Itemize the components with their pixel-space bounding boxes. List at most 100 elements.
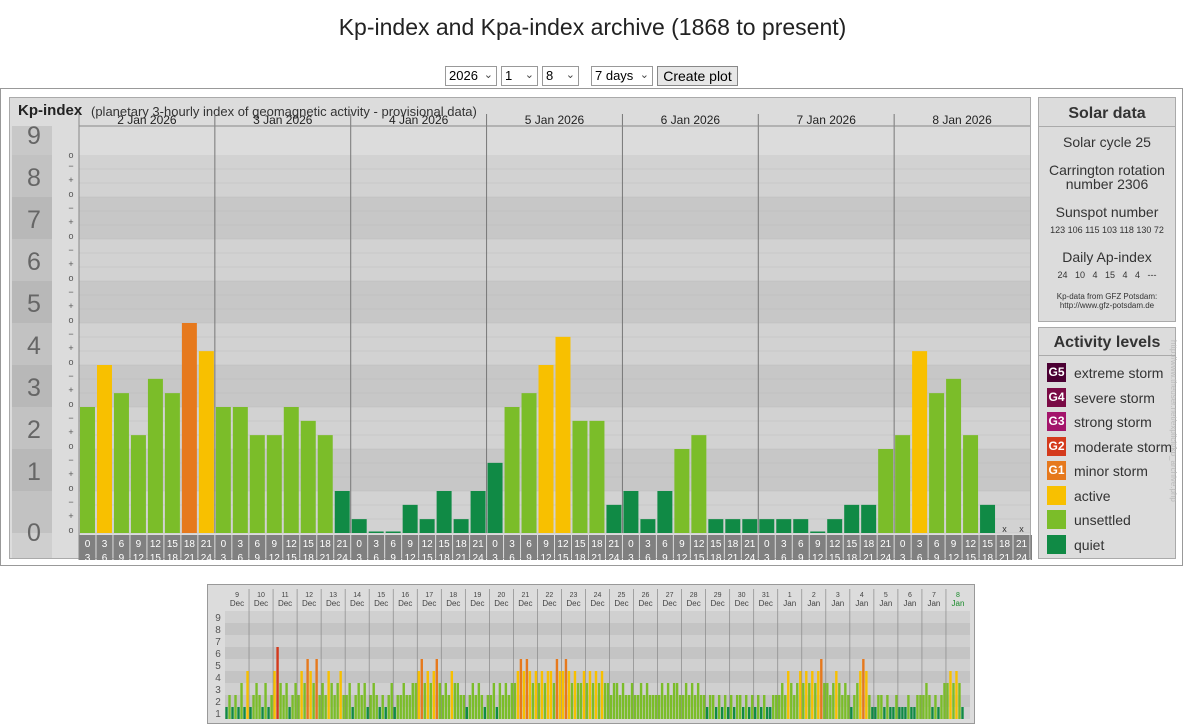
interval-box: [758, 535, 775, 560]
legend-swatch: [1047, 485, 1066, 505]
mini-kp-bar: [886, 695, 889, 719]
mini-day-number: 17: [425, 592, 433, 599]
mini-kp-bar: [609, 695, 613, 719]
y-minor-tick: −: [68, 413, 73, 423]
mini-band: [225, 695, 970, 707]
kp-bar: [317, 435, 333, 533]
mini-kp-bar: [498, 683, 502, 719]
legend-label: moderate storm: [1074, 438, 1173, 455]
y-axis-cell: [12, 533, 52, 558]
y-minor-tick: −: [68, 371, 73, 381]
mini-day-month: Dec: [278, 599, 292, 608]
mini-y-tick: 2: [215, 697, 221, 708]
interval-box: [622, 535, 639, 560]
interval-start-label: 0: [492, 539, 498, 550]
mini-kp-bar: [723, 695, 727, 719]
mini-kp-bar: [751, 695, 754, 719]
mini-day-month: Dec: [662, 599, 676, 608]
interval-box: [232, 535, 249, 560]
kp-bar: [963, 435, 979, 533]
mini-day-number: 26: [642, 592, 650, 599]
legend-item: active: [1047, 485, 1182, 506]
mini-kp-bar: [916, 695, 919, 719]
kp-bar: [691, 435, 707, 533]
mini-kp-bar: [339, 671, 342, 719]
mini-kp-bar: [696, 683, 700, 719]
mini-kp-bar: [318, 695, 321, 719]
mini-kp-bar: [754, 707, 757, 719]
interval-box: [826, 535, 843, 560]
kp-bar: [232, 407, 248, 533]
interval-end-label: 18: [574, 553, 586, 560]
interval-box: [741, 535, 758, 560]
mini-day-number: 3: [836, 592, 840, 599]
mini-day-month: Dec: [735, 599, 749, 608]
mini-kp-bar: [504, 683, 508, 719]
mini-kp-bar: [847, 695, 850, 719]
mini-kp-bar: [922, 695, 925, 719]
source-link[interactable]: http://www.gfz-potsdam.de: [1059, 301, 1155, 310]
mini-kp-bar: [336, 683, 339, 719]
interval-box: [775, 535, 792, 560]
range-select[interactable]: 7 days ⌄: [591, 66, 653, 86]
legend-label: quiet: [1074, 536, 1105, 553]
legend-label: active: [1074, 487, 1111, 504]
day-label: 2 Jan 2026: [117, 113, 177, 127]
mini-kp-bar: [312, 683, 315, 719]
plot-frame: Kp-index (planetary 3-hourly index of ge…: [0, 88, 1183, 566]
interval-end-label: 3: [356, 553, 362, 560]
mini-kp-bar: [267, 707, 270, 719]
mini-day-month: Dec: [542, 599, 556, 608]
mini-kp-bar: [618, 695, 622, 719]
interval-end-label: 21: [456, 553, 468, 560]
mini-kp-bar: [366, 707, 369, 719]
kp-bar: [708, 519, 724, 533]
interval-end-label: 24: [608, 553, 620, 560]
interval-end-label: 12: [812, 553, 824, 560]
mini-kp-bar: [567, 671, 571, 719]
kp-bar: [453, 519, 469, 533]
kp-bar: [266, 435, 282, 533]
month-select[interactable]: 1 ⌄: [501, 66, 538, 86]
mini-kp-bar: [660, 683, 664, 719]
mini-kp-bar: [549, 671, 553, 719]
interval-box: [198, 535, 215, 560]
kp-bar: [198, 351, 214, 533]
kp-bar: [793, 519, 809, 533]
day-label: 6 Jan 2026: [661, 113, 721, 127]
mini-kp-bar: [294, 683, 297, 719]
mini-kp-bar: [802, 683, 805, 719]
interval-end-label: 9: [390, 553, 396, 560]
y-minor-tick: +: [68, 301, 73, 311]
mini-kp-bar: [949, 671, 952, 719]
mini-kp-bar: [808, 683, 811, 719]
interval-start-label: 6: [798, 539, 804, 550]
interval-box: [1013, 535, 1030, 560]
interval-box: [283, 535, 300, 560]
day-select[interactable]: 8 ⌄: [542, 66, 579, 86]
mini-kp-bar: [811, 671, 814, 719]
mini-day-number: 14: [353, 592, 361, 599]
create-plot-button[interactable]: Create plot: [657, 66, 738, 86]
y-minor-tick: o: [68, 273, 73, 283]
mini-kp-bar: [486, 695, 490, 719]
mini-kp-bar: [615, 683, 619, 719]
interval-start-label: 12: [150, 539, 162, 550]
mini-kp-bar: [546, 671, 550, 719]
mini-kp-bar: [823, 683, 826, 719]
interval-end-label: 6: [238, 553, 244, 560]
kp-bar: [164, 393, 180, 533]
mini-kp-bar: [868, 695, 871, 719]
interval-box: [555, 535, 571, 560]
mini-band: [225, 659, 970, 671]
y-minor-tick: −: [68, 161, 73, 171]
mini-day-number: 12: [305, 592, 313, 599]
interval-end-label: 6: [509, 553, 515, 560]
kp-bar: [725, 519, 741, 533]
interval-box: [419, 535, 436, 560]
legend-item: G5 extreme storm: [1047, 363, 1182, 383]
mini-day-number: 6: [908, 592, 912, 599]
mini-kp-bar: [937, 707, 940, 719]
year-select[interactable]: 2026 ⌄: [445, 66, 497, 86]
kp-bar: [96, 365, 112, 533]
